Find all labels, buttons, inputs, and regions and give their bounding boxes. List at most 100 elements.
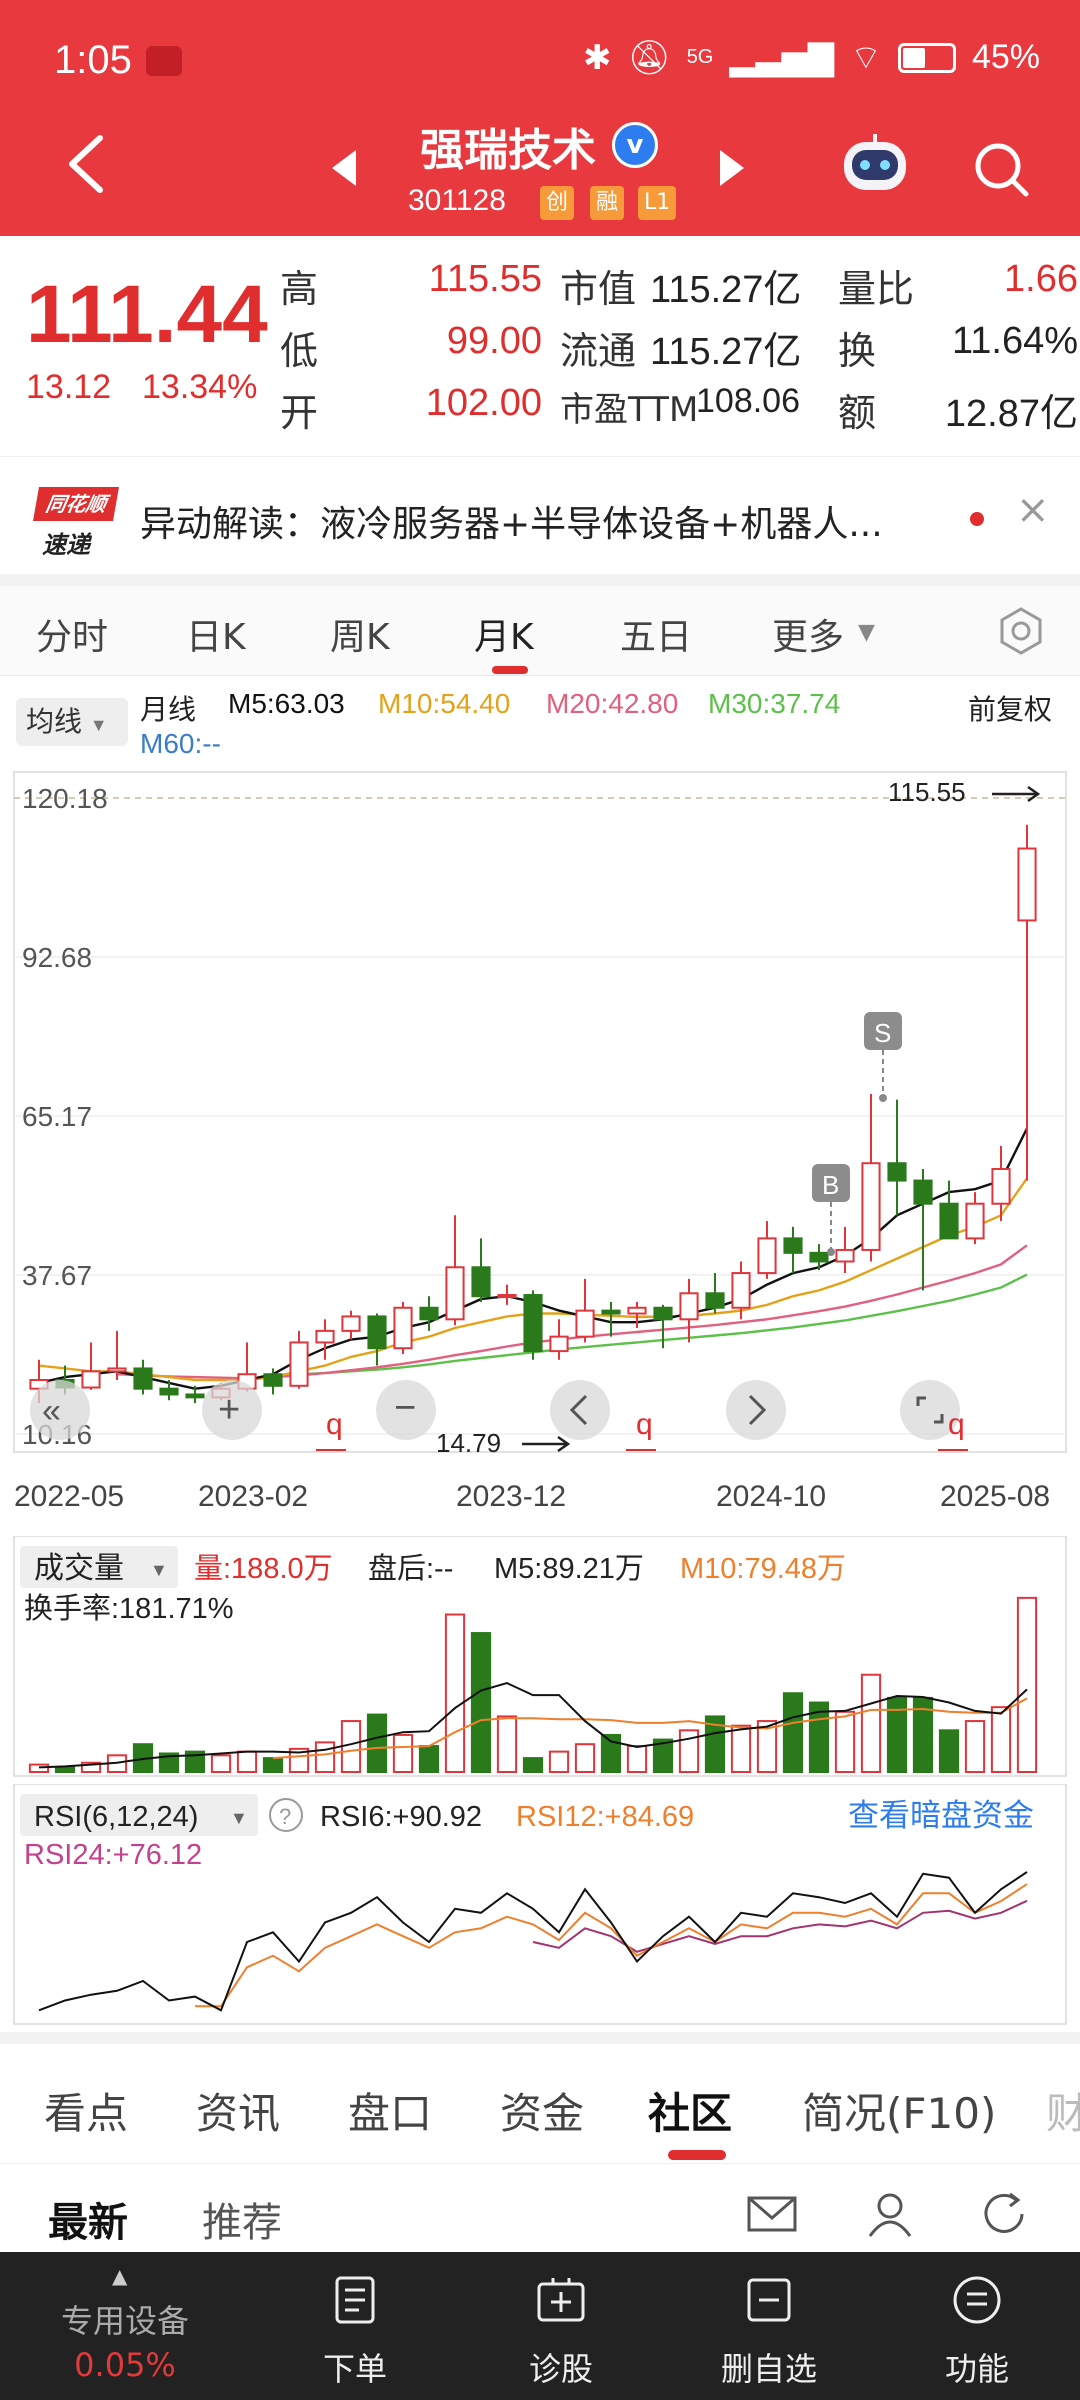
candle (913, 1169, 933, 1291)
menu-icon (953, 2276, 1001, 2324)
volume-selector-label: 成交量 (34, 1552, 124, 1585)
candle-body (367, 1315, 387, 1350)
top-header: 1:05 ✱ 🔕︎ 5G ▂▃▅▇ ⌔ 45% 强瑞技术 v 301128 创 … (0, 0, 1080, 236)
news-notice[interactable]: 同花顺 速递 异动解读：液冷服务器+半导体设备+机器人... × (0, 456, 1080, 576)
volume-bar (730, 1724, 752, 1773)
float-cap-value: 115.27亿 (650, 331, 802, 373)
tab-fund-flow[interactable]: 资金 (500, 2089, 585, 2138)
candle (679, 1278, 699, 1343)
candle (471, 1238, 491, 1302)
open-label: 开 (280, 391, 319, 435)
remove-watchlist-button[interactable]: 删自选 (684, 2252, 854, 2400)
rsi-selector[interactable] (20, 1794, 258, 1836)
stock-nav: 强瑞技术 v 301128 创 融 L1 (0, 110, 1080, 236)
next-stock-icon[interactable] (720, 150, 744, 186)
tab-community[interactable]: 社区 (648, 2089, 733, 2138)
adjust-mode[interactable]: 前复权 (968, 694, 1053, 725)
after-hours-label: 盘后:-- (368, 1552, 453, 1585)
tab-weekly-k[interactable]: 周K (330, 617, 390, 658)
industry-info[interactable]: ▲ 专用设备 0.05% (0, 2252, 250, 2400)
tab-intraday[interactable]: 分时 (36, 617, 109, 658)
candle (419, 1296, 439, 1331)
scroll-right-button[interactable] (726, 1380, 786, 1440)
bluetooth-icon: ✱ (583, 38, 612, 77)
scroll-start-button[interactable] (30, 1380, 90, 1440)
ai-assistant-icon[interactable] (840, 132, 910, 196)
ma-selector[interactable]: 均线 ▼ (16, 698, 128, 746)
candle-body (471, 1266, 491, 1298)
order-button[interactable]: 下单 (270, 2252, 440, 2400)
subtab-latest[interactable]: 最新 (48, 2200, 128, 2246)
current-price: 111.44 (26, 269, 268, 360)
tab-news[interactable]: 资讯 (196, 2089, 281, 2138)
tab-monthly-k[interactable]: 月K (474, 617, 534, 658)
notice-text[interactable]: 异动解读：液冷服务器+半导体设备+机器人... (140, 504, 883, 545)
back-icon[interactable] (64, 134, 108, 194)
candle (783, 1226, 803, 1274)
candle (939, 1180, 959, 1240)
tab-more[interactable]: 更多 (772, 617, 845, 658)
price-change-percent: 13.34% (142, 368, 258, 406)
volume-bar (548, 1750, 570, 1773)
buy-marker[interactable]: B (812, 1164, 850, 1256)
volume-bar (678, 1729, 700, 1774)
mail-icon[interactable] (746, 2190, 798, 2238)
candle-body (809, 1251, 829, 1263)
mute-icon: 🔕︎ (627, 38, 671, 77)
candle-body (81, 1370, 101, 1389)
tab-highlights[interactable]: 看点 (44, 2089, 129, 2138)
quote-row: 开 102.00 市盈TTM 108.06 额 12.87亿 (280, 382, 1080, 438)
user-icon[interactable] (864, 2190, 916, 2238)
chevron-down-icon: ▼ (150, 1560, 168, 1580)
candle-body (133, 1367, 153, 1390)
volume-bar (834, 1710, 856, 1773)
candle (653, 1304, 673, 1349)
candle (341, 1310, 361, 1340)
candle (289, 1330, 309, 1389)
scroll-left-button[interactable] (550, 1380, 610, 1440)
volume-ma5-line (38, 1682, 1028, 1769)
zoom-in-button[interactable] (202, 1380, 262, 1440)
stock-code: 301128 (408, 184, 506, 217)
tab-f10[interactable]: 简况(F10) (802, 2089, 997, 2138)
pe-ttm-value: 108.06 (696, 382, 800, 420)
y-tick-label: 65.17 (22, 1101, 92, 1132)
volume-selector[interactable] (20, 1546, 178, 1588)
market-cap-value: 115.27亿 (650, 269, 802, 311)
tab-order-book[interactable]: 盘口 (348, 2089, 433, 2138)
chevron-left-icon (569, 1394, 588, 1426)
candle-body (705, 1292, 725, 1309)
zoom-out-button[interactable] (376, 1380, 436, 1440)
functions-button[interactable]: 功能 (892, 2252, 1062, 2400)
candle-body (653, 1306, 673, 1321)
unread-dot (970, 512, 984, 526)
refresh-icon[interactable] (978, 2190, 1030, 2238)
search-icon[interactable] (972, 140, 1030, 198)
subtab-recommended[interactable]: 推荐 (202, 2200, 282, 2246)
volume-chart[interactable]: 成交量 ▼ 量:188.0万 盘后:-- M5:89.21万 M10:79.48… (0, 1536, 1080, 1780)
chevron-down-icon: ▼ (89, 715, 108, 735)
dark-pool-link[interactable]: 查看暗盘资金 (848, 1798, 1034, 1833)
close-icon[interactable]: × (1016, 487, 1050, 533)
tab-finance[interactable]: 财 (1046, 2089, 1080, 2138)
app-notification-icon (146, 46, 182, 76)
volume-bar (574, 1743, 596, 1773)
candle (133, 1359, 153, 1395)
expand-up-icon: ▲ (112, 2264, 128, 2288)
settings-icon[interactable] (996, 606, 1046, 656)
rsi-chart[interactable]: RSI(6,12,24) ▼ ? RSI6:+90.92 RSI12:+84.6… (0, 1784, 1080, 2028)
y-tick-label: 120.18 (22, 783, 108, 814)
prev-stock-icon[interactable] (332, 150, 356, 186)
fullscreen-button[interactable] (900, 1380, 960, 1440)
candle (523, 1290, 543, 1360)
sell-marker[interactable]: S (864, 1012, 902, 1102)
high-arrow-head (1027, 785, 1041, 803)
candle (887, 1099, 907, 1216)
tab-five-day[interactable]: 五日 (620, 617, 693, 658)
volume-bar (418, 1745, 440, 1773)
tab-daily-k[interactable]: 日K (186, 617, 246, 658)
help-icon[interactable] (269, 1798, 303, 1832)
ma10-value: M10:54.40 (378, 688, 511, 719)
diagnose-button[interactable]: 诊股 (476, 2252, 646, 2400)
